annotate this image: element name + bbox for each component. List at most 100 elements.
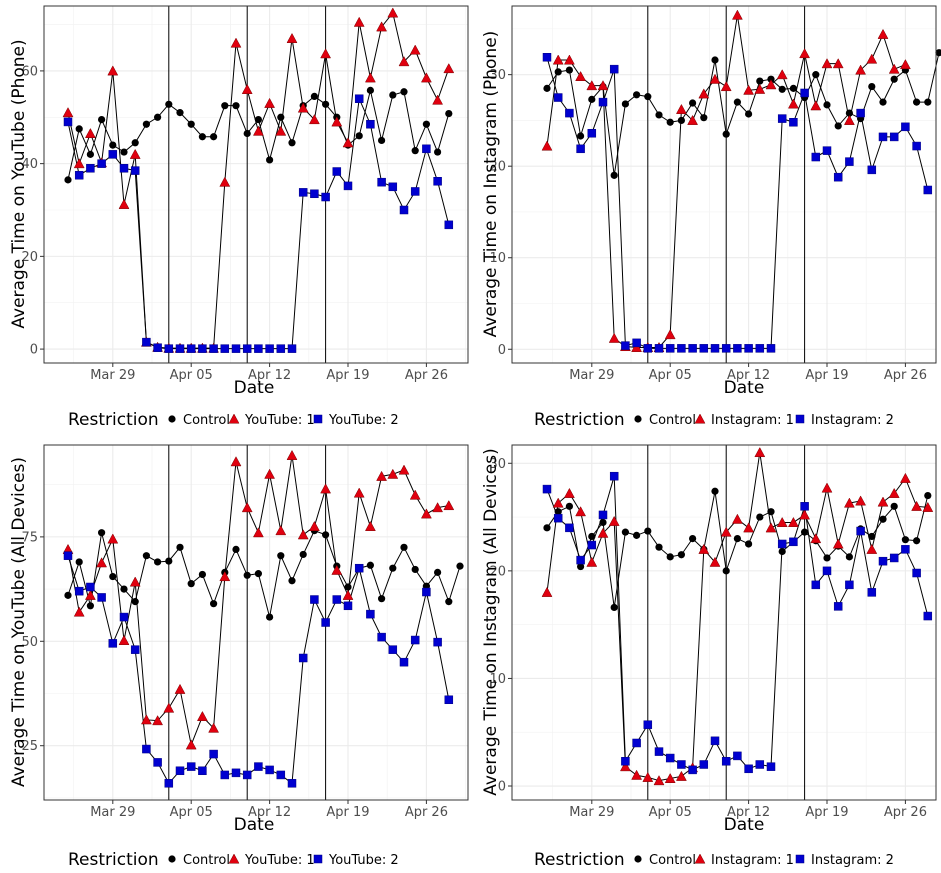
data-point <box>756 77 764 85</box>
data-point <box>643 720 653 729</box>
data-point <box>432 94 444 105</box>
data-point <box>242 344 252 353</box>
data-point <box>74 586 84 596</box>
y-tick-label: 30 <box>489 68 506 83</box>
data-point <box>610 171 618 179</box>
legend-label: Control <box>183 413 230 428</box>
data-point <box>62 107 74 118</box>
data-point <box>98 529 106 537</box>
data-point <box>445 109 453 118</box>
y-tick-label: 0 <box>30 343 38 358</box>
x-axis-label: Date <box>724 815 765 835</box>
panel-border <box>43 444 469 801</box>
data-point <box>344 583 352 591</box>
data-point <box>699 760 709 769</box>
data-point <box>96 557 108 568</box>
legend-label: Instagram: 1 <box>711 853 794 868</box>
data-point <box>778 85 786 93</box>
data-point <box>388 645 398 654</box>
data-point <box>913 537 921 545</box>
data-point <box>743 84 755 95</box>
y-tick-label: 40 <box>21 157 38 172</box>
data-point <box>733 344 742 353</box>
panel-border <box>43 5 469 364</box>
data-point <box>230 37 242 48</box>
data-point <box>608 332 620 343</box>
data-point <box>331 564 343 575</box>
data-point <box>254 762 263 771</box>
data-point <box>286 32 298 43</box>
data-point <box>254 344 263 353</box>
data-point <box>97 593 106 602</box>
data-point <box>866 543 878 554</box>
data-point <box>73 158 85 169</box>
data-point <box>800 502 809 511</box>
data-point <box>754 83 766 94</box>
data-point <box>621 341 630 350</box>
data-point <box>287 344 297 353</box>
data-point <box>799 509 811 520</box>
data-point <box>108 639 118 648</box>
legend-label: YouTube: 1 <box>244 853 315 868</box>
data-point <box>420 508 432 519</box>
data-point <box>621 528 630 536</box>
x-tick-label: Apr 12 <box>727 368 770 383</box>
data-point <box>187 120 195 128</box>
data-point <box>632 338 641 348</box>
data-point <box>576 144 585 154</box>
panel-bottom-right: 0 10 20 30 Mar 29 Apr 05 Apr 12 Apr 19 Apr 26 Dat… <box>481 444 937 870</box>
data-point <box>320 48 332 59</box>
data-point <box>343 181 353 191</box>
data-point <box>174 683 186 694</box>
data-point <box>655 543 663 551</box>
data-point <box>366 609 375 619</box>
data-point <box>445 598 453 606</box>
data-point <box>63 117 73 127</box>
data-point <box>142 744 151 754</box>
data-point <box>355 132 363 140</box>
data-point <box>142 120 150 128</box>
data-point <box>633 531 641 539</box>
data-point <box>619 761 631 772</box>
data-point <box>688 344 697 353</box>
data-point <box>208 722 220 733</box>
data-point <box>866 53 878 64</box>
data-point <box>398 56 410 67</box>
data-point <box>152 715 164 726</box>
data-point <box>231 344 241 353</box>
data-point <box>398 464 410 475</box>
data-point <box>811 580 821 590</box>
data-point <box>576 555 585 565</box>
data-point <box>242 770 252 780</box>
data-point <box>799 48 811 59</box>
data-point <box>654 747 664 756</box>
data-point <box>409 44 421 55</box>
data-point <box>608 515 620 526</box>
data-point <box>787 98 799 109</box>
data-point <box>924 98 932 106</box>
data-point <box>387 7 399 18</box>
data-point <box>720 526 732 537</box>
data-point <box>565 502 574 510</box>
data-point <box>130 166 140 175</box>
data-point <box>185 739 197 750</box>
data-point <box>677 760 686 769</box>
data-point <box>888 63 900 74</box>
data-point <box>264 97 276 108</box>
data-point <box>364 72 376 83</box>
legend: Restriction Control YouTube: 1 YouTube: 2 <box>68 410 399 430</box>
data-point <box>210 133 218 141</box>
data-point <box>588 532 596 541</box>
legend-label: Instagram: 1 <box>711 413 794 428</box>
data-point <box>609 471 619 481</box>
data-point <box>232 102 240 110</box>
data-point <box>621 757 630 766</box>
data-point <box>175 344 185 353</box>
data-point <box>389 91 397 99</box>
data-point <box>879 515 887 523</box>
data-point <box>745 110 753 118</box>
data-point <box>924 491 932 500</box>
data-point <box>64 176 72 184</box>
data-point <box>410 635 420 645</box>
data-point <box>129 576 141 587</box>
